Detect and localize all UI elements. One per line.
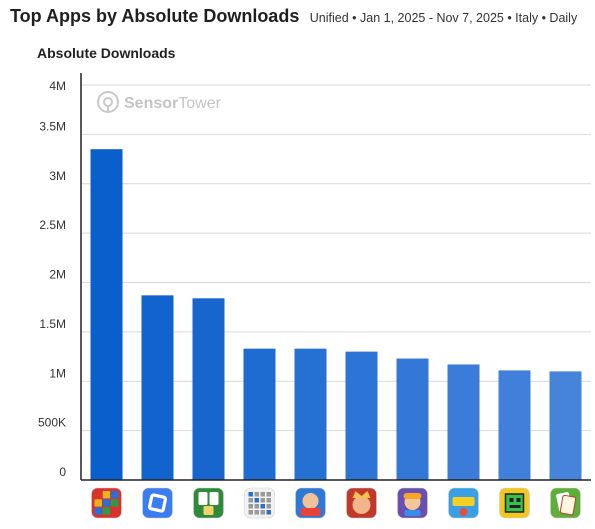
y-tick-label: 2.5M [39, 218, 66, 232]
bar[interactable] [141, 295, 174, 480]
category-icons [91, 487, 581, 519]
y-tick-label: 1.5M [39, 317, 66, 331]
bar[interactable] [396, 358, 429, 480]
y-axis-ticks: 0 500K 1M 1.5M 2M 2.5M 3M 3.5M 4M [38, 79, 66, 479]
bar[interactable] [345, 351, 378, 480]
clash-royale-app-icon[interactable] [295, 487, 326, 519]
chart-subtitle: Unified • Jan 1, 2025 - Nov 7, 2025 • It… [309, 11, 578, 25]
y-tick-label: 0 [59, 465, 66, 479]
mahjong-app-icon[interactable] [193, 487, 224, 519]
watermark-text: SensorTower [124, 95, 222, 112]
geometry-dash-app-icon[interactable] [499, 487, 530, 519]
y-tick-label: 500K [38, 416, 66, 430]
word-search-app-icon[interactable] [244, 487, 275, 519]
sensortower-logo-icon [97, 91, 119, 113]
bar[interactable] [90, 149, 123, 480]
bars [90, 149, 582, 480]
bar[interactable] [498, 370, 531, 480]
bar[interactable] [447, 364, 480, 480]
pokemon-tcg-pocket-app-icon[interactable] [448, 487, 479, 519]
bar[interactable] [294, 348, 327, 480]
y-tick-label: 4M [49, 79, 66, 93]
y-tick-label: 3M [49, 169, 66, 183]
chart-title: Top Apps by Absolute Downloads [10, 6, 300, 26]
block-puzzle-app-icon[interactable] [91, 487, 122, 519]
y-tick-label: 1M [49, 366, 66, 380]
sensortower-watermark: SensorTower [97, 91, 222, 113]
bar[interactable] [243, 348, 276, 480]
royal-match-app-icon[interactable] [346, 487, 377, 519]
subway-surfers-app-icon[interactable] [397, 487, 428, 519]
roblox-app-icon[interactable] [142, 487, 173, 519]
y-axis-title: Absolute Downloads [37, 45, 176, 61]
chart-header: Top Apps by Absolute Downloads Unified •… [10, 6, 577, 27]
solitaire-app-icon[interactable] [550, 487, 581, 519]
bar[interactable] [549, 371, 582, 480]
y-tick-label: 3.5M [39, 119, 66, 133]
y-tick-label: 2M [49, 268, 66, 282]
bar[interactable] [192, 298, 225, 480]
